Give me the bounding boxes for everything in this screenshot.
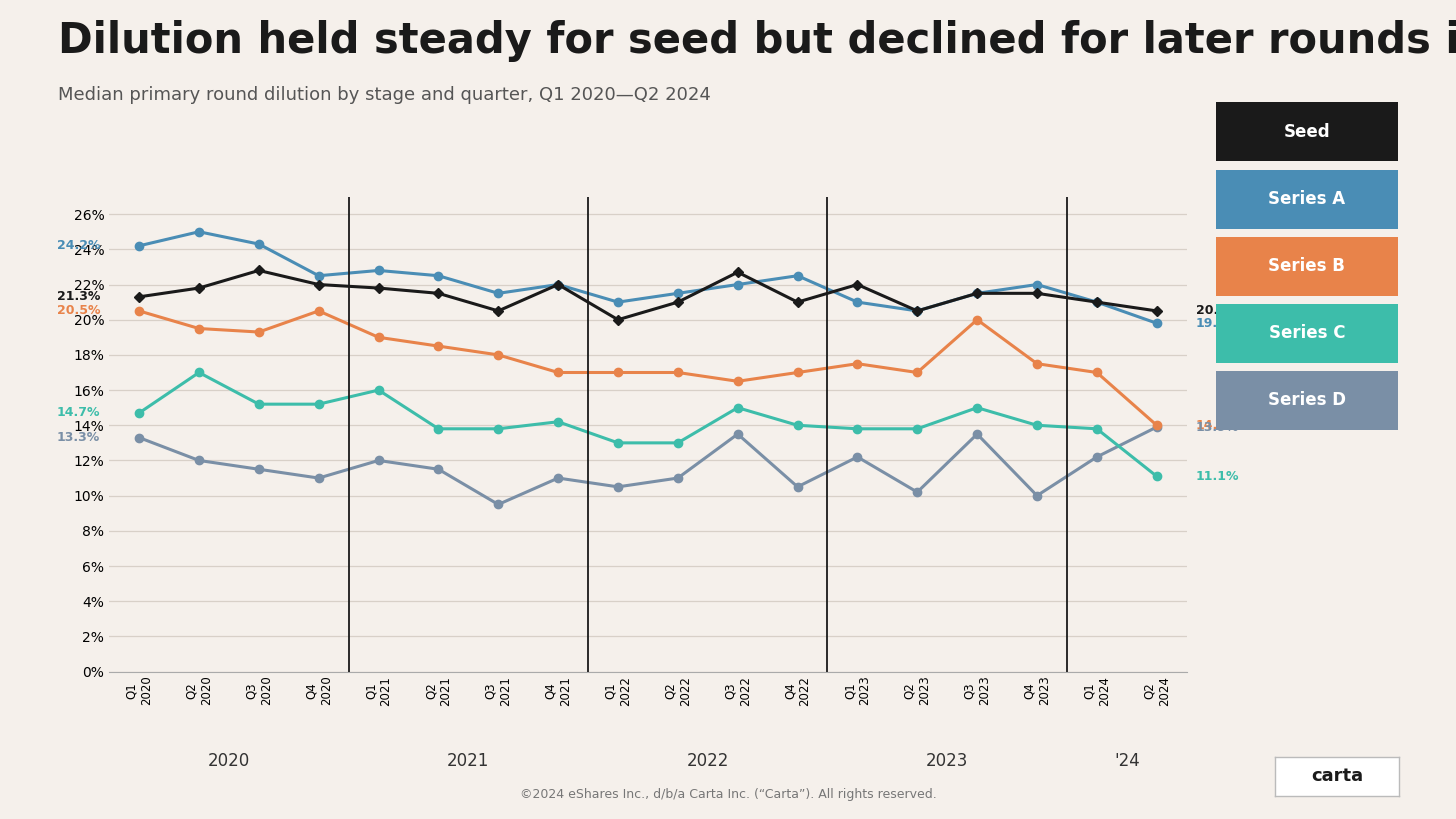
Text: 14.7%: 14.7% (57, 406, 100, 419)
Text: 2020: 2020 (208, 752, 250, 770)
Text: Seed: Seed (1283, 123, 1331, 141)
Text: 2022: 2022 (687, 752, 729, 770)
Text: Dilution held steady for seed but declined for later rounds in Q2: Dilution held steady for seed but declin… (58, 20, 1456, 62)
Text: 14.0%: 14.0% (1195, 419, 1239, 432)
Text: 2021: 2021 (447, 752, 489, 770)
Text: Series C: Series C (1268, 324, 1345, 342)
Text: 19.8%: 19.8% (1195, 317, 1239, 330)
Text: Series A: Series A (1268, 190, 1345, 208)
Text: 11.1%: 11.1% (1195, 470, 1239, 482)
Text: '24: '24 (1114, 752, 1140, 770)
Text: 13.3%: 13.3% (57, 431, 100, 444)
Text: 24.2%: 24.2% (57, 239, 100, 252)
Text: Series D: Series D (1268, 391, 1345, 410)
Text: Median primary round dilution by stage and quarter, Q1 2020—Q2 2024: Median primary round dilution by stage a… (58, 86, 711, 104)
Text: 21.3%: 21.3% (57, 291, 100, 303)
Text: 20.5%: 20.5% (1195, 305, 1239, 318)
Text: carta: carta (1312, 767, 1363, 785)
Text: 20.5%: 20.5% (57, 305, 100, 318)
Text: ©2024 eShares Inc., d/b/a Carta Inc. (“Carta”). All rights reserved.: ©2024 eShares Inc., d/b/a Carta Inc. (“C… (520, 788, 936, 801)
Text: 13.9%: 13.9% (1195, 420, 1239, 433)
Text: Series B: Series B (1268, 257, 1345, 275)
Text: 2023: 2023 (926, 752, 968, 770)
